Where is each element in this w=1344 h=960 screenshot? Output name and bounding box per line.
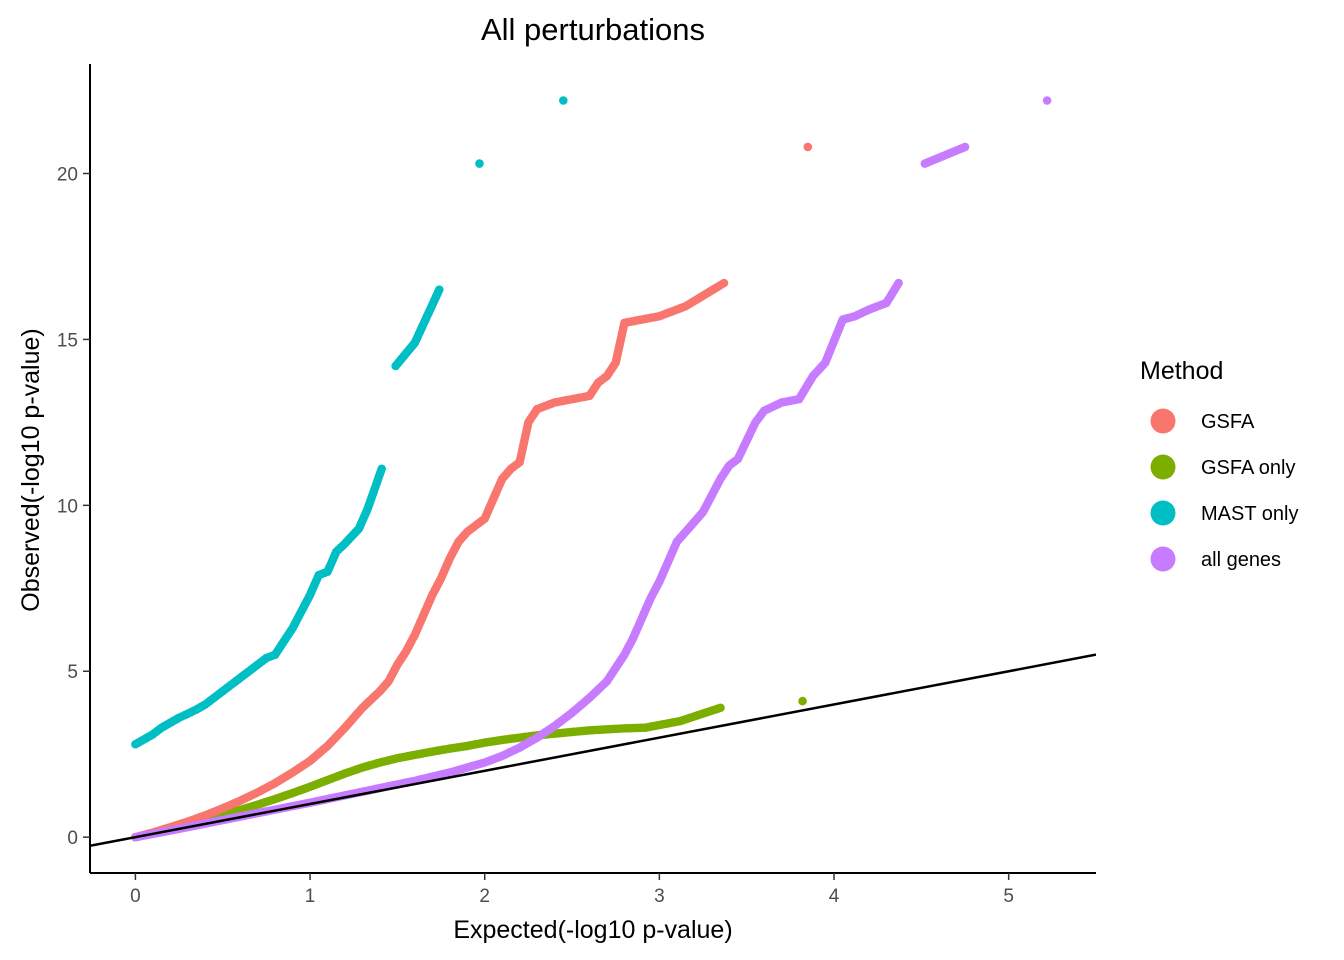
x-tick-label: 2 bbox=[479, 886, 490, 907]
x-tick-label: 5 bbox=[1003, 886, 1014, 907]
points-layer bbox=[131, 96, 1052, 842]
data-point bbox=[719, 278, 729, 288]
data-point bbox=[960, 142, 970, 152]
series-all-genes bbox=[131, 96, 1052, 842]
legend-label: GSFA bbox=[1201, 411, 1255, 433]
data-point bbox=[559, 96, 568, 105]
y-tick-label: 20 bbox=[57, 165, 78, 186]
y-tick-label: 0 bbox=[67, 828, 78, 849]
data-point bbox=[1042, 96, 1052, 105]
legend-label: GSFA only bbox=[1201, 457, 1296, 479]
x-tick-label: 3 bbox=[654, 886, 665, 907]
legend-label: MAST only bbox=[1201, 503, 1298, 525]
legend-key bbox=[1150, 408, 1176, 434]
data-point bbox=[475, 159, 484, 168]
data-point bbox=[894, 278, 903, 288]
data-point bbox=[798, 696, 807, 706]
data-point bbox=[435, 285, 444, 294]
data-point bbox=[377, 464, 386, 474]
legend-key bbox=[1150, 500, 1176, 526]
legend-title: Method bbox=[1140, 357, 1223, 385]
x-tick-label: 1 bbox=[305, 886, 316, 907]
y-tick-label: 5 bbox=[67, 662, 78, 683]
legend-key bbox=[1150, 546, 1176, 572]
y-tick-label: 15 bbox=[57, 330, 78, 351]
series-mast-only bbox=[131, 96, 568, 749]
legend-key bbox=[1150, 454, 1176, 480]
y-axis-title: Observed(-log10 p-value) bbox=[17, 328, 45, 611]
x-axis-title: Expected(-log10 p-value) bbox=[453, 916, 732, 944]
x-tick-label: 0 bbox=[130, 886, 141, 907]
reference-line bbox=[90, 653, 1096, 848]
legend: Method GSFA GSFA only MAST only all genes bbox=[1140, 357, 1298, 572]
x-tick-label: 4 bbox=[829, 886, 840, 907]
data-point bbox=[716, 703, 725, 713]
y-tick-label: 10 bbox=[57, 496, 78, 517]
chart-title: All perturbations bbox=[481, 12, 705, 47]
data-point bbox=[803, 142, 813, 152]
ticks-layer: 0 1 2 3 4 5 0 5 10 15 20 bbox=[57, 165, 1014, 907]
legend-label: all genes bbox=[1201, 549, 1281, 571]
